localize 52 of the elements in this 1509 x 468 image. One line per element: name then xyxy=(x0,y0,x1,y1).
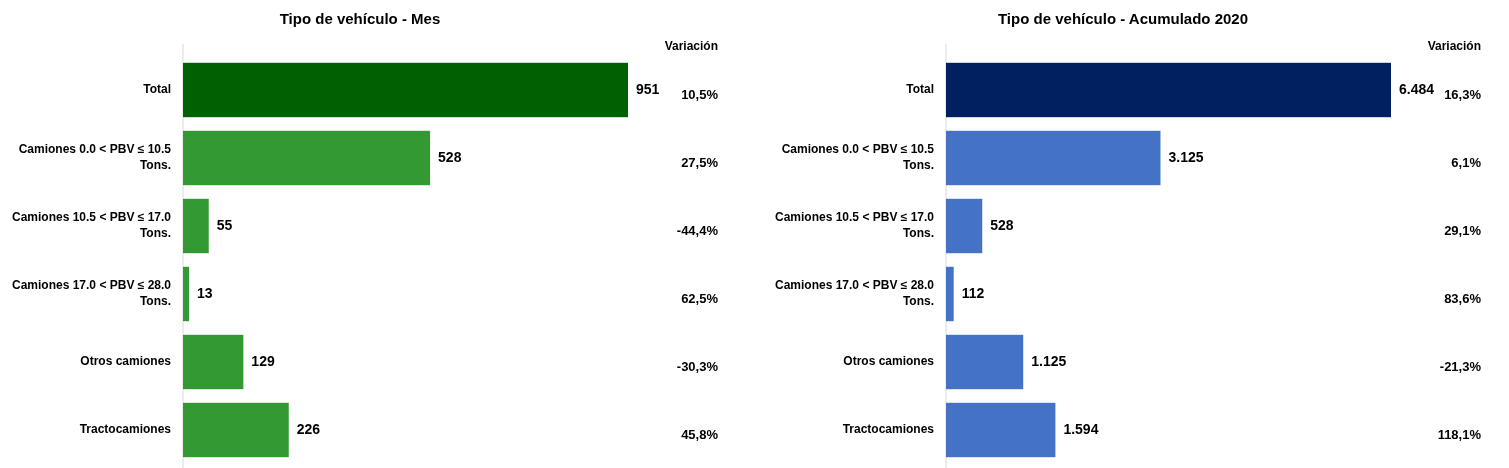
text: -44,4% xyxy=(676,223,719,239)
data-label: 3.125 xyxy=(1168,148,1204,165)
data-label: 528 xyxy=(438,148,462,165)
bar xyxy=(183,266,190,322)
data-label: 55 xyxy=(216,216,233,233)
text: 16,3% xyxy=(1444,87,1482,103)
data-label: 13 xyxy=(197,284,213,301)
bar xyxy=(946,62,1391,118)
bar xyxy=(946,266,954,322)
y-tick-label: Otros camiones xyxy=(843,354,935,369)
chart-title: Tipo de vehículo - Mes xyxy=(279,10,441,27)
text: -30,3% xyxy=(676,359,719,375)
text: 6,1% xyxy=(1451,155,1482,171)
y-tick-label: Camiones 17.0 < PBV ≤ 28.0 Tons. xyxy=(775,278,935,309)
bar xyxy=(183,402,289,458)
y-tick-label: Camiones 17.0 < PBV ≤ 28.0 Tons. xyxy=(12,278,172,309)
y-tick-label: Camiones 0.0 < PBV ≤ 10.5 Tons. xyxy=(781,142,935,173)
y-tick-label: Total xyxy=(143,82,171,97)
text: 83,6% xyxy=(1444,291,1482,307)
chart-title: Tipo de vehículo - Acumulado 2020 xyxy=(997,10,1249,27)
bar xyxy=(183,130,431,186)
data-label: 112 xyxy=(961,284,985,301)
data-label: 1.594 xyxy=(1063,420,1099,437)
y-tick-label: Total xyxy=(906,82,934,97)
y-tick-label: Camiones 0.0 < PBV ≤ 10.5 Tons. xyxy=(18,142,172,173)
data-label: 528 xyxy=(990,216,1014,233)
y-tick-label: Tractocamiones xyxy=(842,422,935,437)
bar xyxy=(183,198,209,254)
text: 29,1% xyxy=(1444,223,1482,239)
bar xyxy=(946,402,1056,458)
data-label: 1.125 xyxy=(1031,352,1067,369)
bar xyxy=(183,334,244,390)
text: 27,5% xyxy=(681,155,719,171)
data-label: 129 xyxy=(251,352,275,369)
text: 118,1% xyxy=(1437,427,1482,443)
bar xyxy=(946,130,1161,186)
text: 10,5% xyxy=(681,87,719,103)
text: 45,8% xyxy=(681,427,719,443)
y-tick-label: Tractocamiones xyxy=(79,422,172,437)
y-tick-label: Camiones 10.5 < PBV ≤ 17.0 Tons. xyxy=(775,210,935,241)
text: Variación xyxy=(1427,39,1481,53)
y-tick-label: Camiones 10.5 < PBV ≤ 17.0 Tons. xyxy=(12,210,172,241)
data-label: 226 xyxy=(296,420,321,437)
y-tick-label: Otros camiones xyxy=(80,354,172,369)
text: Variación xyxy=(664,39,718,53)
data-label: 951 xyxy=(636,80,660,97)
text: -21,3% xyxy=(1439,359,1482,375)
text: 62,5% xyxy=(681,291,719,307)
bar xyxy=(946,198,983,254)
data-label: 6.484 xyxy=(1399,80,1435,97)
bar xyxy=(183,62,628,118)
bar xyxy=(946,334,1024,390)
